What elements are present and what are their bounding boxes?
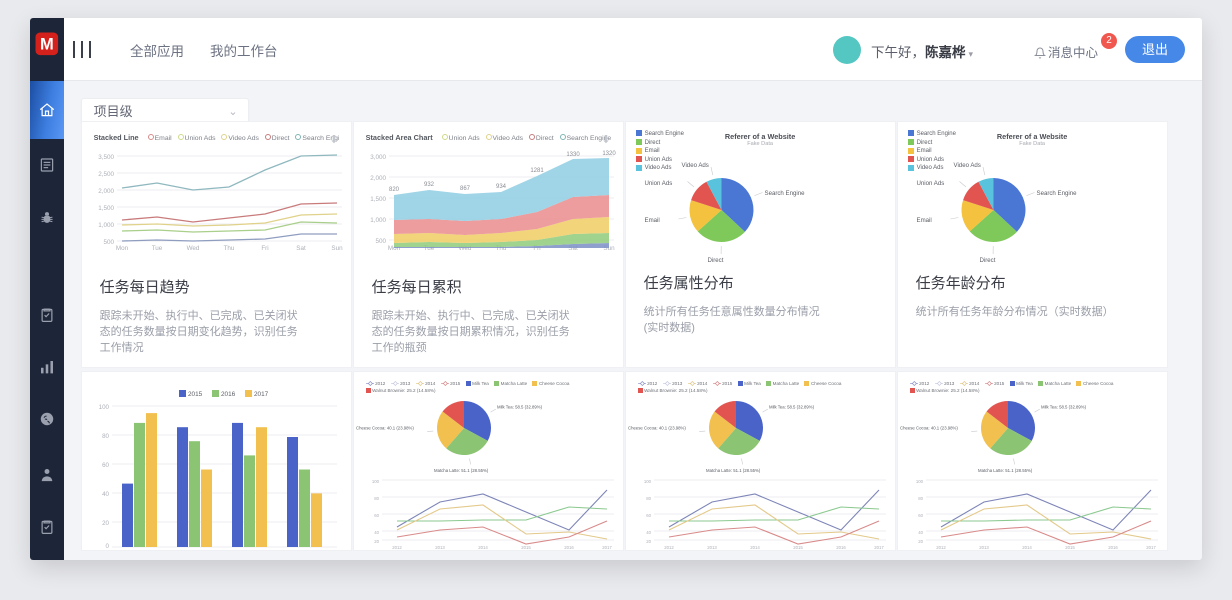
svg-text:20: 20 [918, 539, 923, 544]
svg-text:Union Ads: Union Ads [916, 180, 944, 187]
svg-text:Mon: Mon [115, 245, 128, 252]
svg-text:Fri: Fri [261, 245, 268, 252]
svg-text:40: 40 [918, 530, 923, 535]
svg-text:2013: 2013 [435, 545, 445, 550]
svg-text:2,000: 2,000 [98, 188, 114, 195]
svg-text:Video Ads: Video Ads [681, 162, 708, 169]
svg-text:60: 60 [102, 462, 109, 469]
svg-text:2017: 2017 [1146, 545, 1156, 550]
svg-text:Sat: Sat [296, 245, 306, 252]
svg-text:1,000: 1,000 [370, 217, 386, 224]
svg-text:2015: 2015 [1065, 545, 1075, 550]
svg-text:20: 20 [646, 539, 651, 544]
svg-text:2017: 2017 [602, 545, 612, 550]
svg-text:1281: 1281 [530, 168, 544, 174]
svg-text:100: 100 [643, 479, 651, 484]
svg-text:Sun: Sun [331, 245, 343, 252]
svg-text:2015: 2015 [793, 545, 803, 550]
svg-text:2015: 2015 [521, 545, 531, 550]
svg-text:Direct: Direct [707, 257, 723, 264]
svg-text:Email: Email [644, 217, 659, 224]
svg-text:2015: 2015 [188, 391, 203, 398]
svg-text:Tue: Tue [151, 245, 162, 252]
svg-text:60: 60 [646, 513, 651, 518]
svg-text:1,500: 1,500 [98, 205, 114, 212]
svg-text:3,000: 3,000 [370, 154, 386, 161]
svg-text:100: 100 [98, 404, 109, 411]
svg-text:2,500: 2,500 [98, 171, 114, 178]
svg-text:40: 40 [646, 530, 651, 535]
svg-text:1,000: 1,000 [98, 222, 114, 229]
svg-text:2012: 2012 [392, 545, 402, 550]
svg-text:100: 100 [915, 479, 923, 484]
svg-text:500: 500 [375, 238, 386, 245]
svg-text:820: 820 [389, 187, 400, 193]
svg-text:Milk Tea: 58.5 (32.89%): Milk Tea: 58.5 (32.89%) [497, 405, 543, 410]
svg-text:2016: 2016 [836, 545, 846, 550]
svg-text:Milk Tea: 58.5 (32.89%): Milk Tea: 58.5 (32.89%) [1041, 405, 1087, 410]
svg-text:20: 20 [102, 520, 109, 527]
svg-text:2017: 2017 [254, 391, 269, 398]
svg-text:2012: 2012 [664, 545, 674, 550]
svg-text:2016: 2016 [1108, 545, 1118, 550]
svg-text:3,500: 3,500 [98, 154, 114, 161]
svg-text:934: 934 [496, 184, 507, 190]
svg-text:1330: 1330 [566, 152, 580, 158]
svg-text:Search Engine: Search Engine [764, 190, 805, 197]
svg-text:20: 20 [374, 539, 379, 544]
svg-text:Wed: Wed [186, 245, 199, 252]
svg-text:2014: 2014 [750, 545, 760, 550]
svg-text:Union Ads: Union Ads [644, 180, 672, 187]
svg-text:1320: 1320 [602, 151, 616, 157]
svg-text:40: 40 [374, 530, 379, 535]
svg-text:2013: 2013 [707, 545, 717, 550]
svg-text:2014: 2014 [1022, 545, 1032, 550]
svg-text:2,000: 2,000 [370, 175, 386, 182]
svg-text:Cheese Cocoa: 40.1 (23.98%): Cheese Cocoa: 40.1 (23.98%) [356, 426, 414, 431]
svg-text:Search Engine: Search Engine [1036, 190, 1077, 197]
svg-text:80: 80 [646, 496, 651, 501]
svg-text:1,500: 1,500 [370, 196, 386, 203]
svg-text:2012: 2012 [936, 545, 946, 550]
svg-text:Direct: Direct [979, 257, 995, 264]
svg-text:Email: Email [916, 217, 931, 224]
svg-text:2016: 2016 [221, 391, 236, 398]
svg-text:60: 60 [374, 513, 379, 518]
svg-text:2016: 2016 [564, 545, 574, 550]
svg-text:0: 0 [105, 543, 109, 550]
svg-text:60: 60 [918, 513, 923, 518]
svg-text:Thu: Thu [223, 245, 234, 252]
svg-text:80: 80 [102, 433, 109, 440]
svg-text:M: M [40, 36, 54, 54]
svg-text:932: 932 [424, 182, 435, 188]
svg-text:Cheese Cocoa: 40.1 (23.98%): Cheese Cocoa: 40.1 (23.98%) [628, 426, 686, 431]
svg-text:Cheese Cocoa: 40.1 (23.98%): Cheese Cocoa: 40.1 (23.98%) [900, 426, 958, 431]
svg-text:2017: 2017 [874, 545, 884, 550]
svg-text:Milk Tea: 58.5 (32.89%): Milk Tea: 58.5 (32.89%) [769, 405, 815, 410]
svg-text:2014: 2014 [478, 545, 488, 550]
svg-text:500: 500 [103, 239, 114, 246]
svg-text:100: 100 [371, 479, 379, 484]
svg-text:80: 80 [374, 496, 379, 501]
svg-text:867: 867 [460, 186, 471, 192]
svg-text:Video Ads: Video Ads [953, 162, 980, 169]
svg-text:40: 40 [102, 491, 109, 498]
svg-text:2013: 2013 [979, 545, 989, 550]
svg-text:80: 80 [918, 496, 923, 501]
